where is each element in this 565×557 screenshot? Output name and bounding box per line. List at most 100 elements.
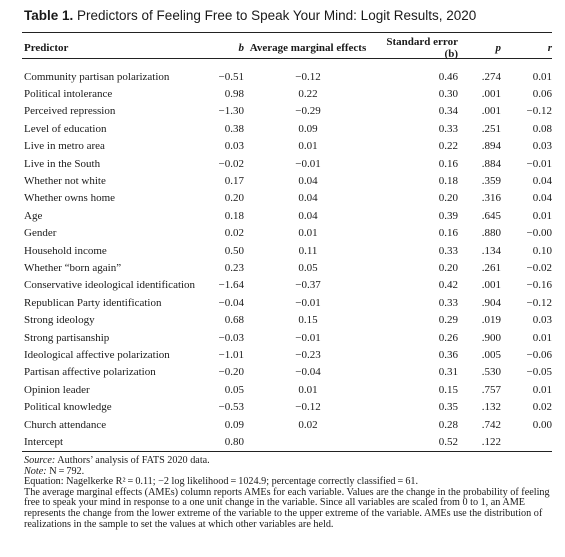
ame-cell: −0.23 xyxy=(295,348,321,361)
table-row: Political intolerance 0.98 0.22 0.30 .001 0.0… xyxy=(22,85,552,102)
b-cell: 0.38 xyxy=(224,122,244,135)
predictor-cell: Whether owns home xyxy=(24,192,116,205)
b-cell: −1.64 xyxy=(218,279,244,292)
ame-cell: −0.01 xyxy=(295,331,321,344)
ame-cell: 0.15 xyxy=(298,314,318,327)
ame-cell: 0.05 xyxy=(298,261,318,274)
r-cell: 0.10 xyxy=(532,244,552,257)
ame-cell: 0.01 xyxy=(298,383,318,396)
table-row: Household income 0.50 0.11 0.33 .134 0.10 xyxy=(22,242,552,259)
ame-cell: 0.22 xyxy=(298,88,318,101)
r-cell: −0.06 xyxy=(526,348,552,361)
header-row: Predictor b Average marginal effects Sta… xyxy=(22,36,552,60)
predictor-cell: Live in metro area xyxy=(24,140,105,153)
b-cell: 0.68 xyxy=(224,314,244,327)
r-cell: 0.03 xyxy=(532,140,552,153)
table-row: Church attendance 0.09 0.02 0.28 .742 0.00 xyxy=(22,416,552,433)
se-cell: 0.33 xyxy=(438,296,458,309)
ame-cell: 0.09 xyxy=(298,122,318,135)
table-row: Strong ideology 0.68 0.15 0.29 .019 0.03 xyxy=(22,311,552,328)
ame-cell: 0.11 xyxy=(298,244,318,257)
predictor-cell: Political intolerance xyxy=(24,88,113,101)
predictor-cell: Household income xyxy=(24,244,107,257)
p-cell: .134 xyxy=(481,244,501,257)
se-cell: 0.22 xyxy=(438,140,458,153)
header-b: b xyxy=(238,42,245,54)
top-rule xyxy=(22,32,552,34)
r-cell: −0.01 xyxy=(526,157,552,170)
table-row: Republican Party identification −0.04 −0.0… xyxy=(22,294,552,311)
table-row: Opinion leader 0.05 0.01 0.15 .757 0.01 xyxy=(22,381,552,398)
table-caption: Table 1. Predictors of Feeling Free to S… xyxy=(24,8,476,23)
p-cell: .904 xyxy=(481,296,501,309)
se-cell: 0.35 xyxy=(438,401,458,414)
table-row: Gender 0.02 0.01 0.16 .880 −0.00 xyxy=(22,225,552,242)
b-cell: 0.18 xyxy=(224,209,244,222)
sample-note: Note: N = 792. xyxy=(24,465,85,477)
predictor-cell: Political knowledge xyxy=(24,401,112,414)
p-cell: .884 xyxy=(481,157,501,170)
b-cell: 0.17 xyxy=(224,175,244,188)
table-row: Community partisan polarization −0.51 −0.1… xyxy=(22,68,552,85)
predictor-cell: Partisan affective polarization xyxy=(24,366,156,379)
table-row: Partisan affective polarization −0.20 −0.0… xyxy=(22,364,552,381)
se-cell: 0.18 xyxy=(438,175,458,188)
predictor-cell: Level of education xyxy=(24,122,107,135)
se-cell: 0.39 xyxy=(438,209,458,222)
ame-cell: 0.04 xyxy=(298,175,318,188)
se-cell: 0.33 xyxy=(438,244,458,257)
table-row: Live in metro area 0.03 0.01 0.22 .894 0.03 xyxy=(22,138,552,155)
header-p: p xyxy=(495,42,502,54)
r-cell xyxy=(501,433,552,450)
se-cell: 0.34 xyxy=(438,105,458,118)
se-cell: 0.15 xyxy=(438,383,458,396)
predictor-cell: Gender xyxy=(24,227,57,240)
b-cell: 0.20 xyxy=(224,192,244,205)
header-spacer xyxy=(22,60,552,68)
table-row: Political knowledge −0.53 −0.12 0.35 .132 0.0… xyxy=(22,398,552,415)
bottom-rule xyxy=(22,451,552,453)
b-cell: −0.51 xyxy=(218,70,244,83)
r-cell: −0.02 xyxy=(526,261,552,274)
table-row: Age 0.18 0.04 0.39 .645 0.01 xyxy=(22,207,552,224)
table-notes: Source: Authors’ analysis of FATS 2020 d… xyxy=(24,455,552,530)
ame-cell: −0.01 xyxy=(295,157,321,170)
ame-cell: 0.02 xyxy=(298,418,318,431)
b-cell: −0.53 xyxy=(218,401,244,414)
p-cell: .900 xyxy=(481,331,501,344)
b-cell: −1.01 xyxy=(218,348,244,361)
se-cell: 0.30 xyxy=(438,88,458,101)
se-cell: 0.16 xyxy=(438,227,458,240)
p-cell: .001 xyxy=(481,88,501,101)
se-cell: 0.36 xyxy=(438,348,458,361)
p-cell: .359 xyxy=(481,175,501,188)
header-rule xyxy=(22,58,552,59)
r-cell: 0.00 xyxy=(532,418,552,431)
r-cell: 0.04 xyxy=(532,175,552,188)
table-row: Perceived repression −1.30 −0.29 0.34 .001 −0… xyxy=(22,103,552,120)
results-table: Predictor b Average marginal effects Sta… xyxy=(22,36,552,451)
r-cell: 0.06 xyxy=(532,88,552,101)
b-cell: 0.23 xyxy=(224,261,244,274)
table-row: Conservative ideological identification −… xyxy=(22,277,552,294)
b-cell: 0.50 xyxy=(224,244,244,257)
predictor-cell: Opinion leader xyxy=(24,383,90,396)
p-cell: .001 xyxy=(481,279,501,292)
header-r: r xyxy=(547,42,552,54)
table-row: Whether not white 0.17 0.04 0.18 .359 0.04 xyxy=(22,172,552,189)
ame-cell xyxy=(244,433,372,450)
se-cell: 0.52 xyxy=(438,435,458,448)
predictor-cell: Whether not white xyxy=(24,175,106,188)
ame-cell: 0.04 xyxy=(298,209,318,222)
b-cell: 0.02 xyxy=(224,227,244,240)
ame-cell: 0.04 xyxy=(298,192,318,205)
table-row: Whether “born again” 0.23 0.05 0.20 .261 −0.0… xyxy=(22,259,552,276)
p-cell: .274 xyxy=(481,70,501,83)
se-cell: 0.20 xyxy=(438,192,458,205)
predictor-cell: Church attendance xyxy=(24,418,107,431)
predictor-cell: Strong partisanship xyxy=(24,331,110,344)
se-cell: 0.26 xyxy=(438,331,458,344)
ame-note: The average marginal effects (AMEs) colu… xyxy=(24,486,550,530)
predictor-cell: Ideological affective polarization xyxy=(24,348,170,361)
ame-cell: 0.01 xyxy=(298,227,318,240)
